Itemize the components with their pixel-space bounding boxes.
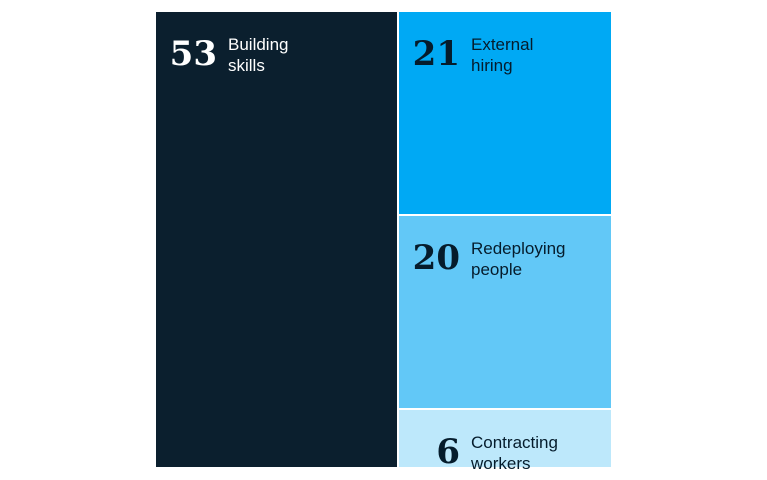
tile-rect-building bbox=[156, 12, 397, 467]
tile-rect-external bbox=[399, 12, 611, 214]
tile-rect-redeploying bbox=[399, 216, 611, 408]
tile-rect-contracting bbox=[399, 410, 611, 467]
